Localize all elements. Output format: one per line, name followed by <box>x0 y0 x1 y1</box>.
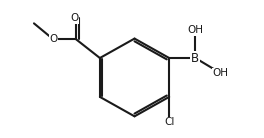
Text: O: O <box>70 13 79 23</box>
Text: O: O <box>49 34 58 44</box>
Text: Cl: Cl <box>164 117 175 127</box>
Text: OH: OH <box>187 25 203 35</box>
Text: B: B <box>191 51 199 64</box>
Text: OH: OH <box>213 68 229 78</box>
